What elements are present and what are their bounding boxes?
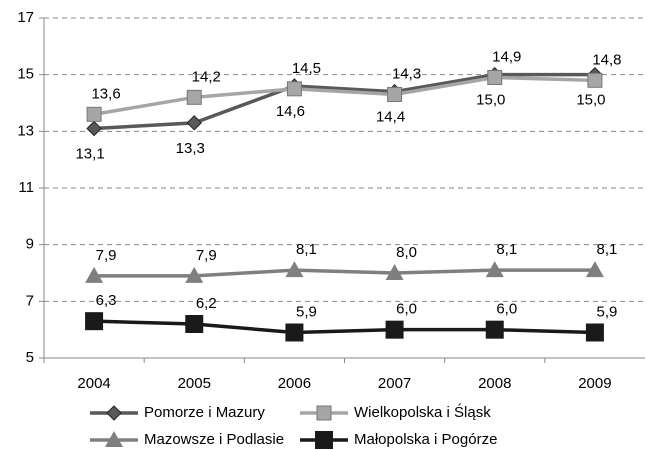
- x-tick-label: 2004: [77, 375, 110, 392]
- data-label: 8,1: [596, 241, 617, 258]
- data-label: 5,9: [296, 303, 317, 320]
- series-line: [94, 319, 595, 335]
- data-label: 7,9: [96, 247, 117, 264]
- series-line: [93, 75, 595, 117]
- marker: [385, 264, 404, 280]
- x-tick-label: 2009: [578, 375, 611, 392]
- y-tick-label: 5: [26, 349, 34, 366]
- x-tick-label: 2008: [478, 375, 511, 392]
- data-label: 15,0: [576, 92, 605, 109]
- data-label: 8,0: [396, 244, 417, 261]
- y-tick-label: 13: [17, 122, 34, 139]
- marker: [85, 266, 104, 283]
- marker: [387, 87, 403, 102]
- y-tick-label: 11: [18, 179, 34, 196]
- data-label: 13,6: [91, 85, 120, 102]
- x-tick-label: 2005: [178, 375, 211, 392]
- legend-marker: [315, 431, 333, 449]
- marker: [186, 89, 202, 105]
- data-label: 8,1: [296, 241, 317, 258]
- series-line: [93, 72, 595, 131]
- marker: [585, 261, 604, 278]
- data-label: 7,9: [196, 247, 217, 264]
- data-label: 5,9: [596, 303, 617, 320]
- legend-marker: [105, 431, 123, 447]
- y-tick-label: 9: [26, 236, 34, 253]
- marker: [185, 315, 204, 333]
- marker: [286, 81, 302, 97]
- legend-label: Wielkopolska i Śląsk: [354, 403, 491, 421]
- data-label: 6,3: [96, 292, 117, 309]
- x-tick-label: 2006: [278, 375, 311, 392]
- marker: [186, 115, 202, 131]
- marker: [485, 261, 504, 278]
- data-label: 14,6: [276, 103, 305, 120]
- data-label: 14,9: [492, 48, 521, 65]
- legend-label: Mazowsze i Podlasie: [144, 431, 284, 448]
- legend-marker: [316, 405, 332, 421]
- data-label: 6,2: [196, 295, 217, 312]
- marker: [86, 120, 102, 137]
- data-label: 6,0: [396, 301, 417, 318]
- marker: [485, 320, 504, 339]
- data-label: 14,4: [376, 109, 405, 126]
- x-tick-label: 2007: [378, 375, 411, 392]
- data-label: 6,0: [496, 301, 517, 318]
- y-tick-label: 15: [17, 66, 34, 83]
- data-label: 14,2: [192, 68, 221, 85]
- legend-label: Małopolska i Pogórze: [354, 431, 497, 448]
- legend-label: Pomorze i Mazury: [144, 404, 265, 421]
- marker: [185, 266, 204, 283]
- marker: [385, 320, 404, 339]
- marker: [587, 72, 603, 88]
- data-label: 15,0: [476, 92, 505, 109]
- data-label: 14,8: [592, 51, 621, 68]
- data-label: 13,3: [176, 140, 205, 157]
- y-tick-label: 17: [17, 9, 34, 26]
- marker: [285, 261, 304, 278]
- marker: [487, 70, 503, 85]
- data-label: 8,1: [496, 241, 517, 258]
- marker: [86, 106, 102, 122]
- data-label: 14,5: [292, 60, 321, 77]
- data-label: 14,3: [392, 65, 421, 82]
- legend-marker: [106, 405, 122, 421]
- data-label: 13,1: [75, 145, 104, 162]
- marker: [285, 323, 304, 342]
- marker: [85, 312, 104, 331]
- y-tick-label: 7: [26, 292, 34, 309]
- series-line: [94, 268, 595, 278]
- marker: [585, 323, 604, 342]
